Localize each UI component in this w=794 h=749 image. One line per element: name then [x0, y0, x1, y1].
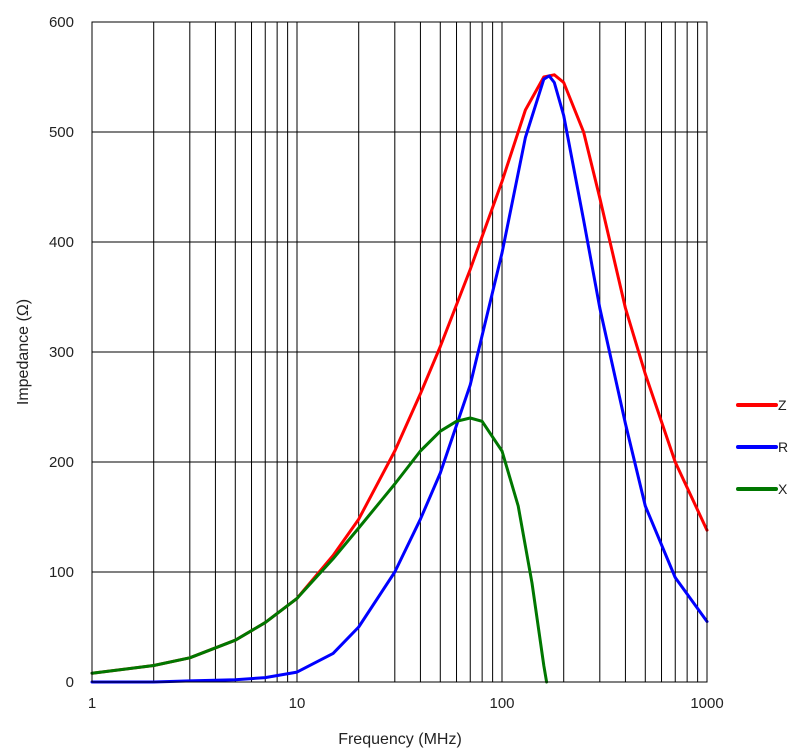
x-tick-label: 10: [289, 695, 306, 712]
plot-frame: [91, 21, 708, 683]
y-tick-label: 200: [49, 454, 74, 471]
series-line-r: [90, 74, 709, 684]
legend-label-r: R: [778, 439, 788, 455]
legend-label-x: X: [778, 481, 788, 497]
legend-label-z: Z: [778, 397, 787, 413]
x-tick-label: 1: [88, 695, 96, 712]
tick-labels: 1 10 100 1000 0 100 200 300 400 500 600: [49, 14, 724, 712]
y-tick-label: 500: [49, 124, 74, 141]
x-tick-label: 1000: [690, 695, 723, 712]
y-tick-label: 0: [66, 674, 74, 691]
series-line-x: [90, 416, 549, 684]
y-axis-title: Impedance (Ω): [15, 299, 32, 405]
y-tick-label: 300: [49, 344, 74, 361]
x-axis-title: Frequency (MHz): [338, 731, 462, 748]
y-tick-label: 600: [49, 14, 74, 31]
y-tick-label: 400: [49, 234, 74, 251]
y-tick-label: 100: [49, 564, 74, 581]
x-tick-label: 100: [489, 695, 514, 712]
series-lines: [90, 73, 709, 684]
legend: Z R X: [736, 397, 788, 497]
